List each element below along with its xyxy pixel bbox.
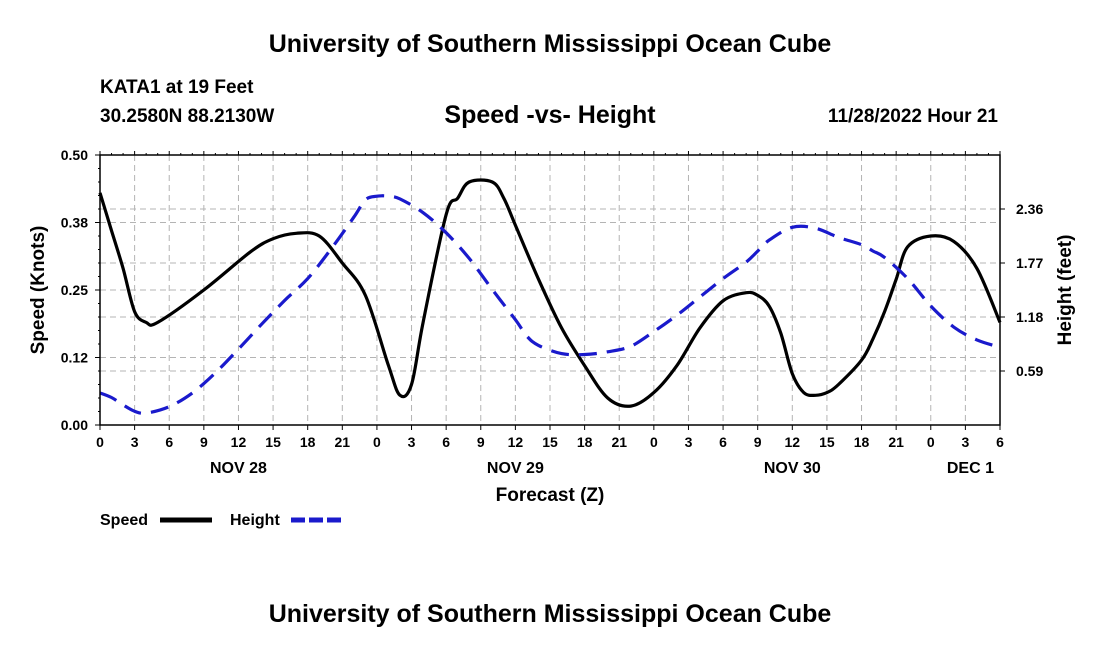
forecast-timestamp: 11/28/2022 Hour 21 <box>827 106 998 127</box>
y-right-tick-label: 1.77 <box>1016 255 1043 271</box>
x-tick-label: 0 <box>373 434 381 450</box>
legend: Speed Height <box>100 512 343 529</box>
y-axis-right-label: Height (feet) <box>1055 235 1076 346</box>
x-tick-label: 21 <box>611 434 627 450</box>
y-left-tick-label: 0.38 <box>61 215 88 231</box>
day-label: NOV 29 <box>487 460 544 477</box>
station-label: KATA1 at 19 Feet <box>100 77 254 98</box>
x-tick-label: 12 <box>231 434 247 450</box>
day-label: DEC 1 <box>947 460 994 477</box>
series-layer <box>98 178 1002 415</box>
x-tick-label: 9 <box>477 434 485 450</box>
y-left-tick-label: 0.00 <box>61 417 88 433</box>
day-label: NOV 28 <box>210 460 267 477</box>
x-tick-label: 15 <box>542 434 558 450</box>
grid-layer <box>100 155 1000 425</box>
x-tick-label: 18 <box>300 434 316 450</box>
y-right-tick-label: 0.59 <box>1016 363 1043 379</box>
x-tick-label: 0 <box>927 434 935 450</box>
y-right-tick-label: 1.18 <box>1016 309 1043 325</box>
day-label: NOV 30 <box>764 460 821 477</box>
x-tick-label: 15 <box>819 434 835 450</box>
x-tick-label: 12 <box>508 434 524 450</box>
y-axis-left-label: Speed (Knots) <box>28 226 49 355</box>
series-line-height <box>99 194 1001 415</box>
x-tick-label: 18 <box>577 434 593 450</box>
x-axis-label: Forecast (Z) <box>496 485 605 506</box>
x-tick-label: 3 <box>961 434 969 450</box>
x-tick-label: 3 <box>685 434 693 450</box>
x-tick-label: 6 <box>442 434 450 450</box>
x-tick-label: 3 <box>131 434 139 450</box>
x-tick-label: 3 <box>408 434 416 450</box>
x-tick-label: 6 <box>996 434 1004 450</box>
y-left-tick-label: 0.50 <box>61 147 88 163</box>
x-tick-label: 6 <box>719 434 727 450</box>
x-tick-label: 9 <box>754 434 762 450</box>
x-tick-label: 0 <box>96 434 104 450</box>
x-tick-label: 21 <box>888 434 904 450</box>
chart-subtitle: Speed -vs- Height <box>444 101 656 129</box>
x-tick-label: 6 <box>165 434 173 450</box>
x-tick-label: 0 <box>650 434 658 450</box>
y-left-tick-label: 0.12 <box>61 350 88 366</box>
y-right-tick-label: 2.36 <box>1016 201 1043 217</box>
x-tick-label: 12 <box>785 434 801 450</box>
x-tick-label: 21 <box>335 434 351 450</box>
footer-title: University of Southern Mississippi Ocean… <box>268 600 832 628</box>
legend-label-height: Height <box>230 512 280 529</box>
series-line-speed <box>98 178 1002 408</box>
x-tick-label: 18 <box>854 434 870 450</box>
axis-layer: 0 3 6 9 12 15 18 21 0 3 6 9 12 15 18 21 0 3 6 9 12 15 18 21 0 3 6 N… <box>61 147 1044 477</box>
chart-title: University of Southern Mississippi Ocean… <box>268 30 832 58</box>
station-coordinates: 30.2580N 88.2130W <box>100 106 275 127</box>
x-tick-label: 9 <box>200 434 208 450</box>
legend-label-speed: Speed <box>100 512 148 529</box>
y-left-tick-label: 0.25 <box>61 282 88 298</box>
x-tick-label: 15 <box>265 434 281 450</box>
